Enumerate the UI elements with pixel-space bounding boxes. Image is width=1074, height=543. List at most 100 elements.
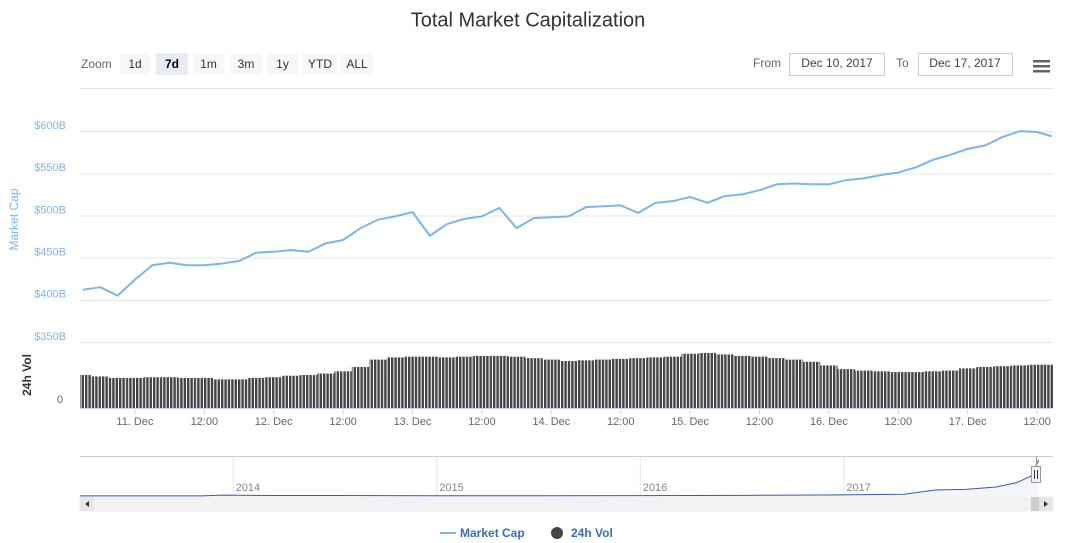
zoom-button-bg[interactable]	[156, 53, 188, 75]
zoom-button-label[interactable]: 7d	[165, 57, 179, 71]
x-tick-label: 14. Dec	[532, 416, 570, 428]
volume-bar	[837, 369, 855, 408]
volume-bar	[820, 365, 838, 408]
volume-bar	[542, 359, 560, 408]
from-input[interactable]	[789, 53, 885, 76]
volume-bar	[317, 373, 335, 408]
volume-bar	[750, 356, 769, 408]
menu-button[interactable]	[1028, 54, 1054, 76]
x-tick-label: 16. Dec	[810, 416, 848, 428]
volume-bar	[698, 353, 717, 408]
zoom-button-bg[interactable]	[303, 53, 337, 75]
plot-area	[80, 130, 1053, 408]
x-tick-label: 12:00	[329, 416, 357, 428]
volume-bar	[334, 371, 352, 408]
volume-bar	[507, 356, 526, 408]
volume-bar	[195, 377, 214, 408]
legend-label[interactable]: Market Cap	[460, 526, 525, 540]
volume-bar	[785, 359, 803, 408]
scrollbar-left-arrow	[85, 501, 89, 507]
zoom-button-bg[interactable]	[230, 53, 262, 75]
volume-bar	[369, 359, 387, 408]
volume-bar	[1028, 364, 1046, 408]
volume-bar	[386, 357, 404, 408]
volume-bar	[664, 356, 682, 408]
zoom-button-label[interactable]: 1y	[276, 57, 289, 71]
zoom-button-label[interactable]: 1d	[128, 57, 141, 71]
volume-bar	[178, 377, 196, 408]
volume-bar	[473, 355, 491, 408]
zoom-button[interactable]: 1d	[120, 53, 150, 75]
zoom-label: Zoom	[81, 57, 112, 71]
y-tick-label: $350B	[34, 331, 66, 343]
from-label: From	[753, 56, 781, 70]
legend-item[interactable]: 24h Vol	[551, 526, 613, 540]
volume-bar	[681, 353, 699, 408]
to-value[interactable]: Dec 17, 2017	[929, 56, 1001, 70]
volume-bar	[230, 379, 248, 408]
navigator-tick-label: 2014	[236, 482, 260, 494]
volume-bar	[802, 361, 821, 408]
y2-axis-title: 24h Vol	[20, 354, 34, 396]
x-tick-label: 12:00	[885, 416, 913, 428]
legend-label[interactable]: 24h Vol	[571, 526, 613, 540]
zoom-button-label[interactable]: 3m	[238, 57, 255, 71]
volume-bar	[559, 361, 578, 408]
from-value[interactable]: Dec 10, 2017	[801, 56, 873, 70]
volume-bar	[438, 357, 456, 408]
volume-bar	[872, 371, 890, 408]
to-input[interactable]	[918, 53, 1013, 76]
scrollbar-right-arrow	[1044, 501, 1048, 507]
volume-bar	[403, 356, 422, 408]
volume-bar	[941, 370, 960, 408]
zoom-button[interactable]: 1y	[267, 53, 298, 75]
volume-bar	[299, 375, 318, 408]
legend-item[interactable]: Market Cap	[440, 526, 525, 540]
to-label: To	[896, 56, 909, 70]
y-tick-label: $500B	[34, 204, 66, 216]
volume-bar	[455, 356, 474, 408]
navigator-fill	[80, 460, 1039, 496]
x-tick-label: 12:00	[468, 416, 496, 428]
x-tick-label: 13. Dec	[394, 416, 432, 428]
scrollbar-track[interactable]	[79, 496, 1054, 512]
volume-bar	[143, 377, 161, 408]
zoom-button-bg[interactable]	[193, 53, 224, 75]
zoom-button-bg[interactable]	[341, 53, 373, 75]
y2-tick-label: 0	[57, 394, 63, 406]
navigator-tick-label: 2015	[439, 482, 463, 494]
volume-bar	[91, 376, 109, 408]
scrollbar-thumb[interactable]	[1031, 497, 1040, 511]
volume-bar	[525, 358, 543, 408]
zoom-button[interactable]: 1m	[193, 53, 224, 75]
volume-bar	[108, 377, 127, 408]
zoom-button-label[interactable]: ALL	[346, 57, 368, 71]
menu-bar	[1033, 60, 1050, 63]
y-tick-label: $450B	[34, 247, 66, 259]
y-tick-label: $600B	[34, 120, 66, 132]
x-tick-label: 12:00	[607, 416, 635, 428]
zoom-button-bg[interactable]	[267, 53, 298, 75]
zoom-button[interactable]: 3m	[230, 53, 262, 75]
navigator-area	[80, 459, 1040, 497]
y-axis-title: Market Cap	[7, 188, 21, 250]
volume-bar	[213, 379, 231, 408]
zoom-button[interactable]: ALL	[341, 53, 373, 75]
x-tick-label: 12:00	[746, 416, 774, 428]
zoom-button-bg[interactable]	[120, 53, 150, 75]
navigator-handle[interactable]	[1031, 466, 1041, 483]
volume-bar	[1042, 364, 1053, 408]
navigator-handle-body[interactable]	[1031, 466, 1041, 483]
legend-symbol	[551, 527, 563, 539]
zoom-button-label[interactable]: YTD	[308, 57, 332, 71]
navigator-tick-label: 2016	[643, 482, 667, 494]
zoom-button[interactable]: YTD	[303, 53, 337, 75]
x-tick-label: 17. Dec	[949, 416, 987, 428]
chart-title: Total Market Capitalization	[411, 9, 646, 31]
zoom-button[interactable]: 7d	[156, 53, 188, 75]
volume-bar	[126, 377, 144, 408]
x-tick-label: 15. Dec	[671, 416, 709, 428]
x-tick-label: 12:00	[191, 416, 219, 428]
zoom-button-label[interactable]: 1m	[200, 57, 217, 71]
